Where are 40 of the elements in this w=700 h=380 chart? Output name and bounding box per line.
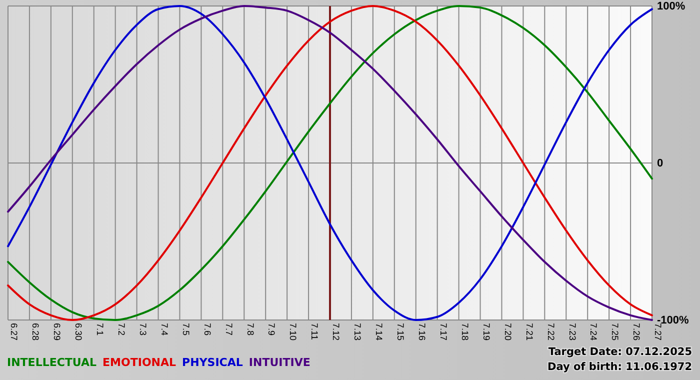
x-tick-label: 7.14 [374,323,384,341]
x-tick-label: 7.15 [396,323,406,341]
x-tick-label: 7.26 [632,323,642,341]
x-tick-label: 7.10 [288,323,298,341]
x-tick-label: 7.25 [610,323,620,341]
x-tick-label: 7.27 [653,323,664,341]
x-tick-label: 7.22 [546,323,556,341]
x-tick-label: 7.19 [481,323,492,341]
x-tick-label: 7.4 [159,323,170,336]
x-tick-label: 7.17 [438,323,448,341]
x-tick-label: 7.18 [460,323,470,341]
text: Target Date: 07.12.2025 [548,346,692,358]
text: PHYSICAL [182,356,243,369]
x-tick-label: 7.12 [331,323,342,341]
y-tick-label: 100% [657,0,686,13]
x-tick-label: 7.8 [245,323,256,336]
x-tick-label: 7.11 [310,323,320,340]
x-tick-label: 6.29 [52,323,62,341]
x-tick-label: 6.28 [30,323,41,341]
x-tick-label: 7.21 [524,323,534,341]
x-tick-label: 7.5 [180,323,191,336]
x-tick-label: 7.16 [417,323,428,341]
text: EMOTIONAL [102,356,176,369]
x-tick-label: 7.2 [116,323,126,336]
text: INTUITIVE [248,356,310,369]
x-tick-label: 7.13 [352,323,363,341]
y-tick-label: 0 [657,158,664,170]
x-tick-label: 6.27 [9,323,20,341]
line-series [7,5,653,321]
x-tick-label: 7.24 [588,323,599,341]
x-tick-label: 7.20 [502,323,513,341]
x-tick-label: 7.23 [567,323,578,341]
text: Day of birth: 11.06.1972 [548,361,692,373]
x-tick-label: 7.9 [266,323,277,336]
x-tick-label: 7.3 [138,323,148,336]
x-tick-label: 7.6 [202,323,212,336]
text: INTELLECTUAL [7,356,97,369]
x-tick-label: 7.1 [95,323,106,336]
x-tick-label: 6.30 [74,323,84,341]
x-tick-label: 7.7 [224,323,234,336]
